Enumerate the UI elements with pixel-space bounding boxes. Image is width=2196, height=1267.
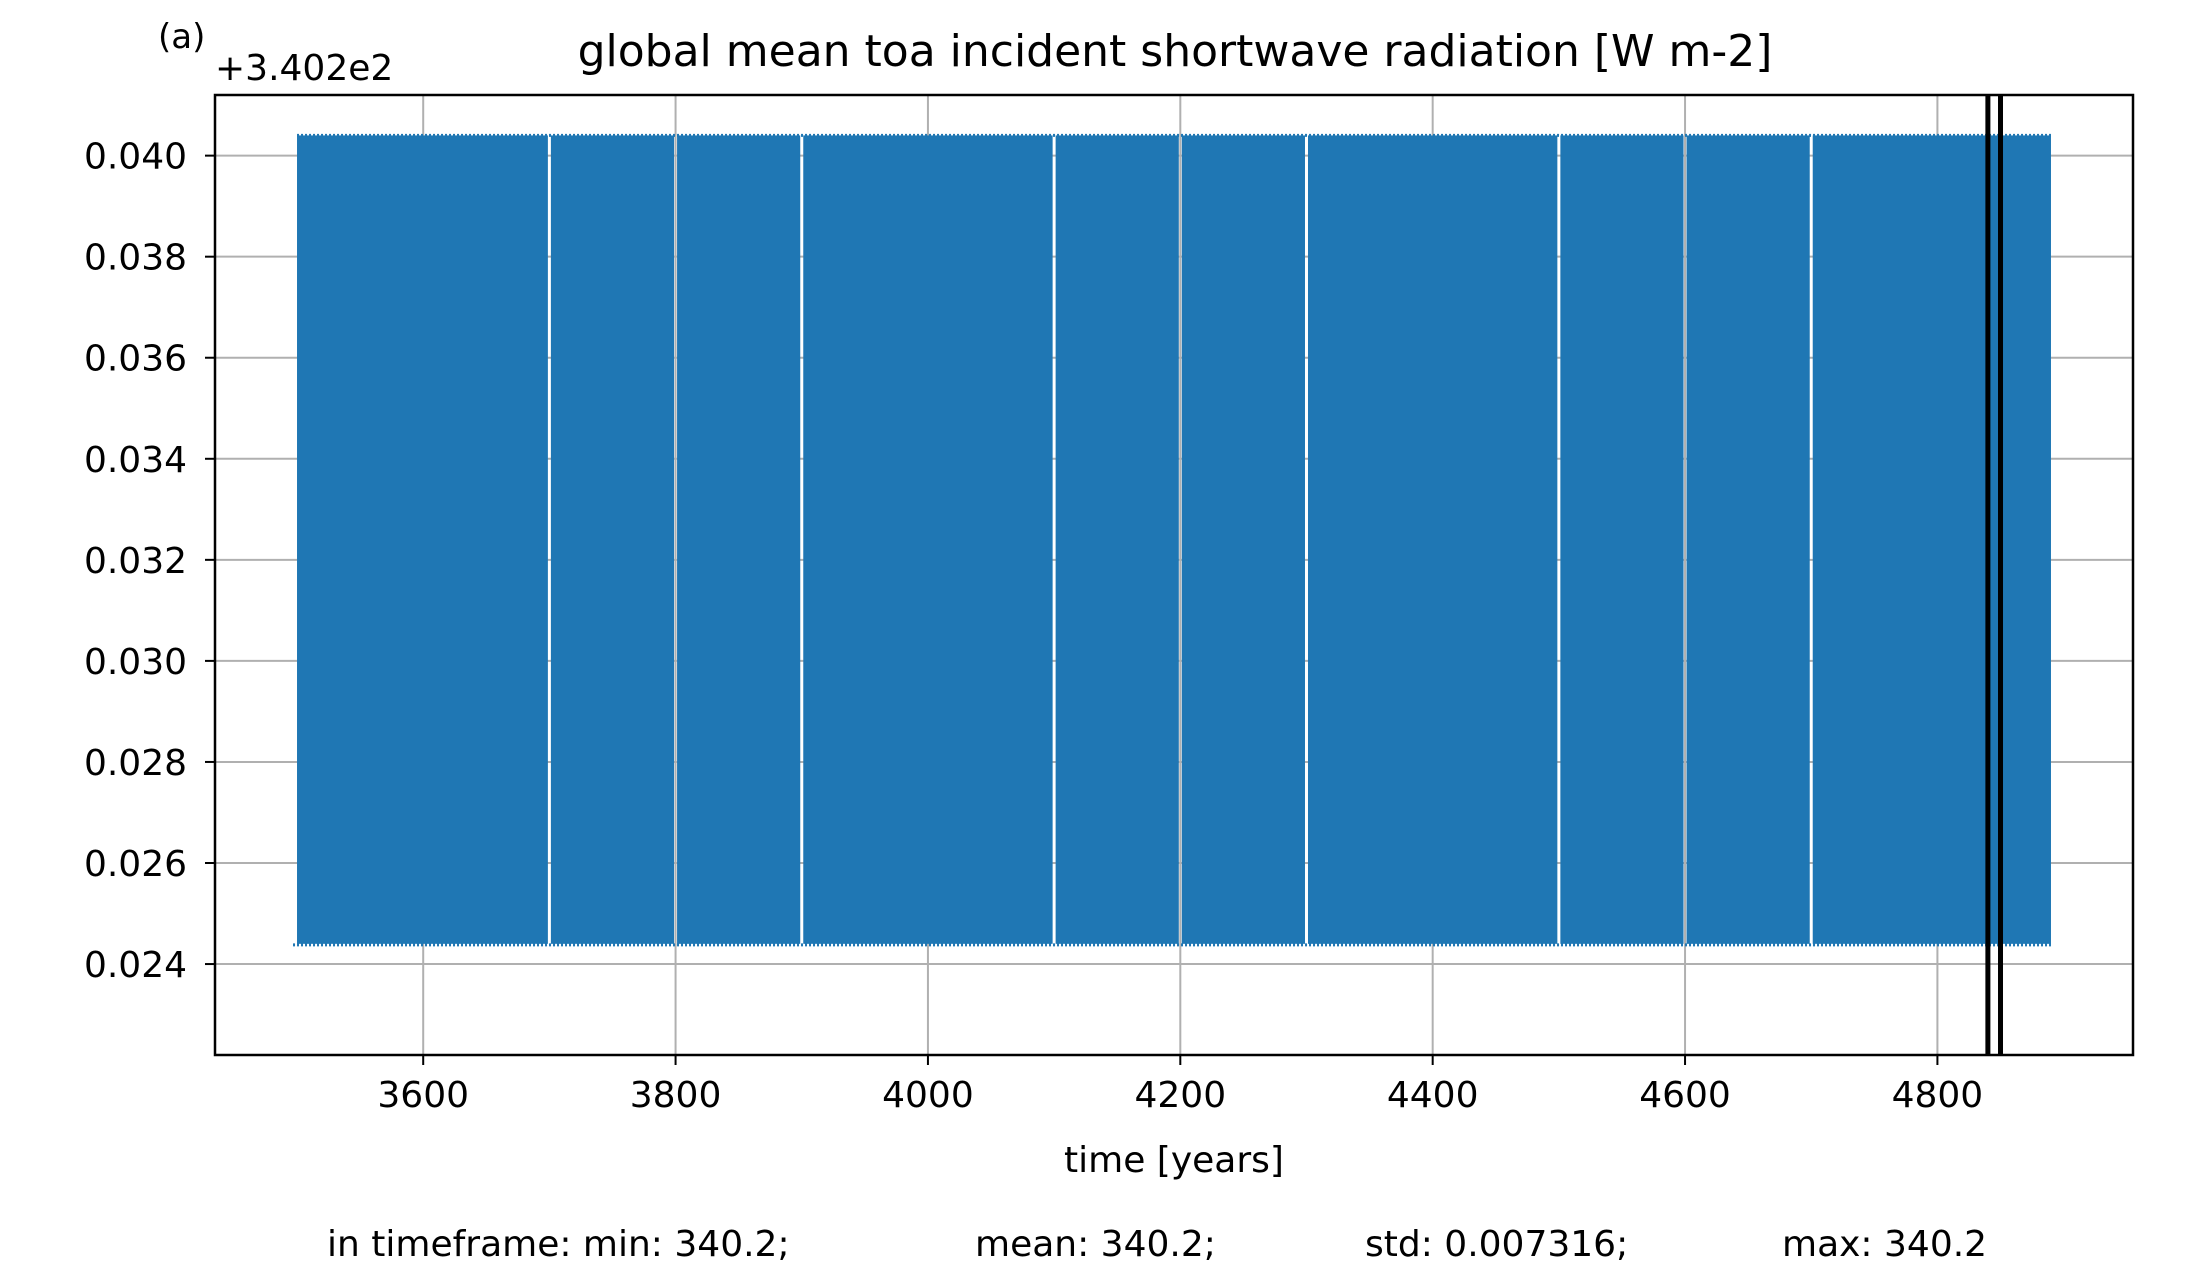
plot-frame [213,93,2135,1057]
stat-max: max: 340.2 [1782,1224,1987,1263]
y-tick-label: 0.030 [84,642,187,683]
y-tick-label: 0.038 [84,238,187,279]
chart-title: global mean toa incident shortwave radia… [578,26,1773,77]
x-tick-label: 4000 [882,1075,974,1116]
x-tick-label: 4200 [1134,1075,1226,1116]
axis-ticks: 3600 3800 4000 4200 4400 4600 4800 0.024 0.026 0.… [84,137,1983,1116]
series-line [293,133,2051,947]
panel-label: (a) [158,17,205,57]
y-tick-label: 0.026 [84,844,187,885]
series-band-segment [1307,135,1558,944]
series-band-segment [550,135,675,944]
y-tick-label: 0.032 [84,541,187,582]
series-band-segment [297,135,548,944]
series-band-segment [677,135,801,944]
y-tick-label: 0.028 [84,743,187,784]
y-offset-label: +3.402e2 [215,48,393,89]
series-band-segment [1812,135,2051,944]
y-tick-label: 0.036 [84,339,187,380]
x-tick-label: 4400 [1387,1075,1479,1116]
series-band-segment [1055,135,1179,944]
stat-std: std: 0.007316; [1365,1224,1628,1263]
stat-min: in timeframe: min: 340.2; [327,1224,790,1263]
x-tick-label: 3600 [377,1075,469,1116]
marker-vlines [1985,95,2004,1055]
x-tick-label: 3800 [630,1075,722,1116]
series-band-segment [1686,135,1810,944]
x-tick-label: 4600 [1639,1075,1731,1116]
x-axis-label: time [years] [1064,1140,1284,1181]
series-band-segment [1181,135,1305,944]
x-tick-label: 4800 [1892,1075,1984,1116]
series-band-segment [803,135,1053,944]
y-tick-label: 0.034 [84,440,187,481]
stat-mean: mean: 340.2; [975,1224,1216,1263]
y-tick-label: 0.040 [84,137,187,178]
y-tick-label: 0.024 [84,945,187,986]
series-band-segment [1560,135,1684,944]
